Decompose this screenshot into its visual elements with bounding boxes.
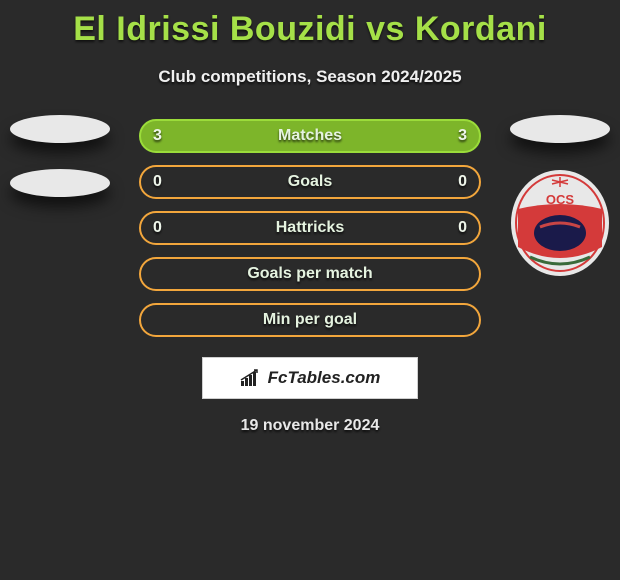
player-right-avatars: [510, 115, 610, 143]
stat-label: Goals per match: [247, 265, 372, 283]
stat-right-value: 0: [458, 219, 467, 237]
stat-row-hattricks: 0 Hattricks 0: [139, 211, 481, 245]
club-left-avatar-placeholder: [10, 169, 110, 197]
stat-label: Matches: [278, 127, 342, 145]
stat-label: Hattricks: [276, 219, 344, 237]
player-left-avatars: [10, 115, 110, 197]
page-title: El Idrissi Bouzidi vs Kordani: [0, 0, 620, 49]
stat-row-goals: 0 Goals 0: [139, 165, 481, 199]
svg-text:OCS: OCS: [546, 192, 575, 207]
stat-right-value: 0: [458, 173, 467, 191]
player-left-avatar-placeholder: [10, 115, 110, 143]
page-subtitle: Club competitions, Season 2024/2025: [0, 67, 620, 87]
stat-row-min-per-goal: Min per goal: [139, 303, 481, 337]
date-text: 19 november 2024: [0, 417, 620, 435]
brand-watermark[interactable]: FcTables.com: [202, 357, 418, 399]
club-right-badge: OCS: [510, 169, 610, 277]
stat-left-value: 0: [153, 219, 162, 237]
brand-text: FcTables.com: [268, 368, 381, 388]
stat-rows: 3 Matches 3 0 Goals 0 0 Hattricks 0 Goal…: [139, 119, 481, 337]
bar-chart-icon: [240, 369, 262, 387]
stat-label: Goals: [288, 173, 332, 191]
stat-row-goals-per-match: Goals per match: [139, 257, 481, 291]
stat-right-value: 3: [458, 127, 467, 145]
stat-left-value: 3: [153, 127, 162, 145]
ocs-badge-icon: OCS: [510, 169, 610, 277]
player-right-avatar-placeholder: [510, 115, 610, 143]
stat-left-value: 0: [153, 173, 162, 191]
comparison-section: OCS 3 Matches 3 0 Goals 0 0 Hattricks 0 …: [0, 119, 620, 435]
stat-row-matches: 3 Matches 3: [139, 119, 481, 153]
stat-label: Min per goal: [263, 311, 357, 329]
